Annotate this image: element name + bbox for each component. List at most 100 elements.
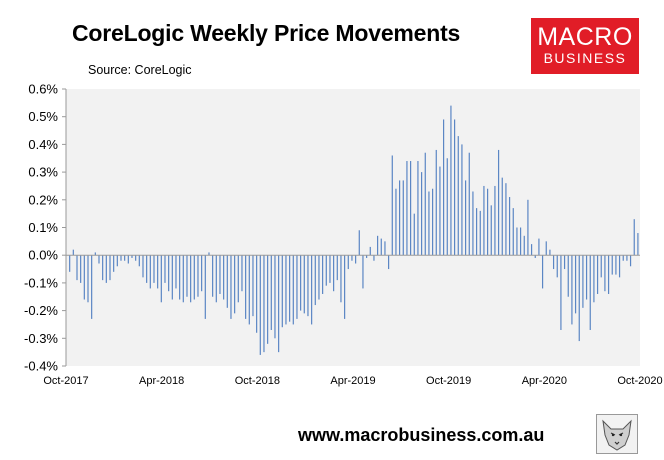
- bar: [534, 255, 536, 258]
- bar: [497, 149, 500, 256]
- bar: [285, 255, 287, 325]
- bar: [629, 255, 632, 267]
- bar: [626, 255, 628, 261]
- bar: [314, 255, 316, 306]
- logo-line-2: BUSINESS: [543, 50, 627, 66]
- bar: [160, 255, 162, 303]
- bar: [278, 255, 280, 353]
- bar: [476, 208, 478, 256]
- bar: [454, 119, 456, 256]
- bar: [230, 255, 232, 319]
- bar: [538, 238, 540, 256]
- bar: [182, 255, 184, 303]
- bar: [179, 255, 181, 300]
- bar: [501, 177, 503, 256]
- bar: [395, 188, 397, 256]
- bar: [622, 255, 624, 261]
- bar: [384, 241, 386, 256]
- bar: [237, 255, 239, 303]
- bar: [461, 144, 463, 256]
- bar: [589, 255, 591, 330]
- bar: [607, 255, 610, 294]
- bar: [219, 255, 221, 294]
- bar: [366, 255, 368, 258]
- website-url: www.macrobusiness.com.au: [298, 425, 545, 445]
- bar: [596, 255, 599, 294]
- bar: [212, 255, 214, 297]
- bar: [380, 238, 382, 256]
- bar: [585, 255, 588, 300]
- bar-chart: -0.4% -0.3% -0.2% -0.1% 0.0% 0.1% 0.2% 0.3% 0.4%…: [24, 82, 663, 388]
- x-tick-label: Oct-2018: [235, 375, 280, 387]
- bar: [362, 255, 364, 289]
- bar: [124, 255, 126, 261]
- y-axis: -0.4% -0.3% -0.2% -0.1% 0.0% 0.1% 0.2% 0.3% 0.4%…: [24, 82, 67, 374]
- x-axis: Oct-2017 Apr-2018 Oct-2018 Apr-2019 Oct-2019…: [43, 375, 662, 387]
- bar: [252, 255, 254, 317]
- bar: [109, 255, 111, 281]
- bar: [307, 255, 309, 317]
- bar: [300, 255, 302, 311]
- bar: [439, 166, 441, 256]
- bar: [377, 235, 379, 256]
- bar: [530, 244, 533, 256]
- bar: [582, 255, 584, 308]
- bar: [347, 255, 349, 270]
- bar: [215, 255, 217, 303]
- bar: [421, 172, 423, 256]
- bar: [193, 255, 195, 300]
- bar: [270, 255, 272, 330]
- bar: [197, 255, 199, 297]
- bar: [318, 255, 320, 300]
- bar: [483, 185, 485, 256]
- bar: [479, 210, 481, 256]
- bar: [149, 255, 151, 289]
- bar: [351, 255, 353, 261]
- bar: [571, 255, 573, 325]
- bar: [567, 255, 569, 297]
- bar: [226, 255, 228, 308]
- bar: [358, 230, 360, 256]
- bar: [274, 255, 276, 339]
- x-tick-label: Oct-2020: [617, 375, 662, 387]
- y-tick-label: 0.4%: [28, 137, 58, 152]
- bar: [633, 219, 635, 256]
- chart-title: CoreLogic Weekly Price Movements: [72, 20, 461, 46]
- bar: [138, 255, 140, 267]
- bar: [468, 152, 470, 256]
- wolf-mascot-icon: [596, 414, 638, 454]
- bar: [289, 255, 291, 322]
- y-tick-label: 0.5%: [28, 109, 58, 124]
- bar: [549, 249, 551, 256]
- bar: [204, 255, 206, 319]
- bar: [637, 233, 639, 256]
- bar: [355, 255, 357, 264]
- bar: [186, 255, 188, 297]
- bar: [175, 255, 177, 289]
- bar: [472, 191, 474, 256]
- source-label: Source: CoreLogic: [88, 63, 192, 77]
- bar: [322, 255, 324, 294]
- bar: [505, 183, 507, 256]
- bar: [399, 180, 401, 256]
- bar: [113, 255, 115, 272]
- y-tick-label: 0.6%: [28, 82, 58, 97]
- bar: [611, 255, 613, 275]
- bar: [545, 241, 547, 256]
- bar: [171, 255, 173, 300]
- bar: [131, 255, 133, 258]
- bar: [446, 158, 448, 256]
- bar: [259, 255, 261, 355]
- bar: [87, 255, 89, 303]
- x-tick-label: Apr-2020: [522, 375, 567, 387]
- bar: [241, 255, 243, 292]
- bar: [311, 255, 313, 325]
- bar: [164, 255, 166, 283]
- bar: [127, 255, 129, 264]
- y-tick-label: -0.1%: [24, 275, 58, 290]
- bar: [373, 255, 375, 261]
- x-tick-label: Apr-2019: [330, 375, 375, 387]
- bar: [490, 205, 492, 256]
- bar: [69, 255, 71, 272]
- bar: [336, 255, 338, 281]
